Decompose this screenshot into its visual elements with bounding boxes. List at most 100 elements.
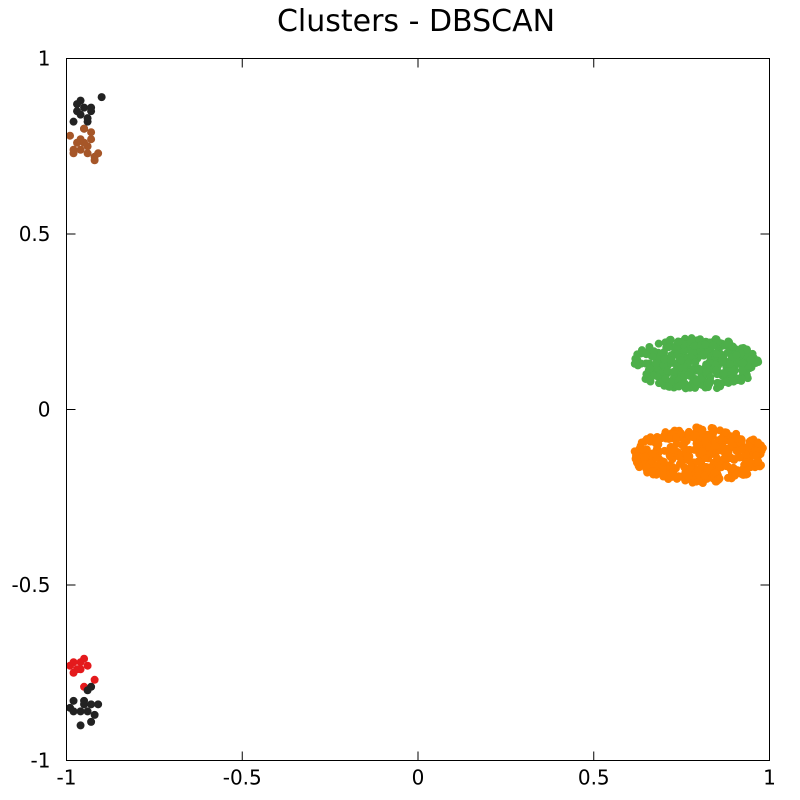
data-point <box>727 464 736 473</box>
data-point <box>719 369 728 378</box>
data-point <box>83 707 92 716</box>
cluster-series <box>630 423 767 487</box>
data-point <box>715 379 724 388</box>
data-point <box>80 124 89 133</box>
y-tick-label: 1 <box>38 47 51 71</box>
data-point <box>723 339 732 348</box>
data-point <box>665 434 674 443</box>
data-point <box>73 100 82 109</box>
data-point <box>76 135 85 144</box>
data-point <box>659 457 668 466</box>
x-tick-label: 1 <box>763 766 776 790</box>
data-point <box>684 471 693 480</box>
data-point <box>678 440 687 449</box>
data-point <box>696 374 705 383</box>
data-point <box>737 436 746 445</box>
data-point <box>76 110 85 119</box>
data-point <box>87 682 96 691</box>
data-point <box>669 467 678 476</box>
data-point <box>642 445 651 454</box>
data-point <box>742 345 751 354</box>
data-point <box>712 349 721 358</box>
data-point <box>69 149 78 158</box>
data-point <box>642 462 651 471</box>
data-point <box>726 437 735 446</box>
data-point <box>669 446 678 455</box>
data-point <box>648 352 657 361</box>
data-point <box>87 700 96 709</box>
data-point <box>738 366 747 375</box>
data-point <box>634 461 643 470</box>
data-point <box>701 436 710 445</box>
data-point <box>713 454 722 463</box>
data-point <box>711 477 720 486</box>
plot-frame <box>66 58 770 761</box>
data-point <box>711 441 720 450</box>
data-point <box>706 377 715 386</box>
data-point <box>653 438 662 447</box>
data-point <box>711 468 720 477</box>
data-point <box>647 467 656 476</box>
data-point <box>742 458 751 467</box>
data-point <box>709 341 718 350</box>
data-point <box>677 356 686 365</box>
data-point <box>721 428 730 437</box>
data-point <box>76 721 85 730</box>
data-point <box>80 700 89 709</box>
data-point <box>692 423 701 432</box>
data-point <box>737 375 746 384</box>
data-point <box>687 462 696 471</box>
data-point <box>674 338 683 347</box>
data-point <box>701 340 710 349</box>
data-point <box>80 654 89 663</box>
data-point <box>684 427 693 436</box>
data-point <box>633 350 642 359</box>
data-point <box>664 343 673 352</box>
data-point <box>712 366 721 375</box>
data-point <box>635 444 644 453</box>
data-point <box>83 142 92 151</box>
data-point <box>660 446 669 455</box>
data-point <box>642 370 651 379</box>
data-point <box>665 452 674 461</box>
data-point <box>732 351 741 360</box>
data-point <box>631 359 640 368</box>
points-layer <box>66 93 767 730</box>
data-point <box>719 443 728 452</box>
data-point <box>87 128 96 137</box>
data-point <box>685 445 694 454</box>
data-point <box>711 360 720 369</box>
data-point <box>90 156 99 165</box>
x-tick-label: 0 <box>412 766 425 790</box>
data-point <box>709 428 718 437</box>
data-point <box>83 117 92 126</box>
cluster-series <box>66 124 103 165</box>
data-point <box>684 383 693 392</box>
data-point <box>665 336 674 345</box>
data-point <box>69 658 78 667</box>
data-point <box>671 433 680 442</box>
x-tick-label: -1 <box>57 766 77 790</box>
y-tick-label: 0.5 <box>19 222 51 246</box>
data-point <box>83 149 92 158</box>
data-point <box>642 435 651 444</box>
data-point <box>729 377 738 386</box>
y-tick-label: -0.5 <box>11 573 50 597</box>
chart-title: Clusters - DBSCAN <box>277 4 555 39</box>
data-point <box>633 455 642 464</box>
data-point <box>752 451 761 460</box>
data-point <box>76 145 85 154</box>
data-point <box>94 149 103 158</box>
cluster-series <box>66 654 99 691</box>
data-point <box>87 103 96 112</box>
data-point <box>691 358 700 367</box>
data-point <box>738 359 747 368</box>
data-point <box>69 696 78 705</box>
data-point <box>76 707 85 716</box>
cluster-series <box>66 682 103 730</box>
data-point <box>712 335 721 344</box>
cluster-series <box>69 93 106 133</box>
data-point <box>694 457 703 466</box>
data-point <box>724 448 733 457</box>
